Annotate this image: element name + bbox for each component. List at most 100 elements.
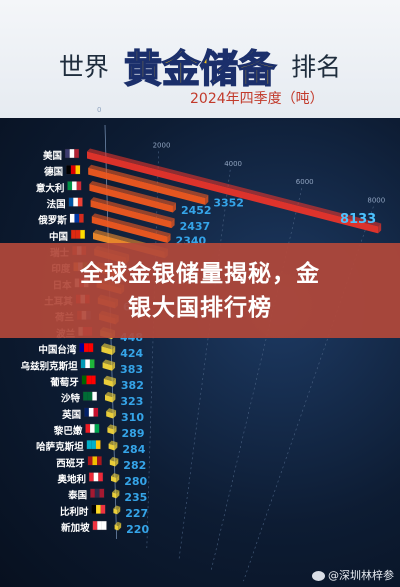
bar-top-face [108,440,118,446]
value-label: 227 [125,507,148,520]
flag-stripe [90,423,95,433]
bar-top-face [103,375,116,382]
value-label: 310 [121,411,144,424]
flag-stripe [75,165,81,175]
flag-stripe [91,375,96,385]
value-label: 383 [120,363,143,376]
chart-title: 世界 黄金储备 排名 [0,38,400,93]
bar-top-face [106,408,117,414]
x-tick-label: 4000 [224,160,242,168]
banner-headline: 全球金银储量揭秘，金 银大国排行榜 [0,257,400,325]
bar-top-face [91,213,171,237]
flag-border [92,520,107,531]
flag-stripe [66,165,71,175]
bar-end-face [116,474,120,483]
flag-stripe [92,456,98,466]
bar [111,476,117,483]
flag-border [80,359,95,369]
bar-end-face [113,410,117,419]
watermark-text: @深圳林梓参 [328,569,394,582]
flag-stripe [84,343,89,353]
flag-stripe [93,472,99,482]
x-tick-label: 6000 [296,178,314,186]
bar [91,216,168,244]
flag-stripe [90,488,95,498]
bar [103,378,113,387]
category-label: 葡萄牙 [49,376,79,388]
banner-line-2: 银大国排行榜 [128,295,272,321]
bar-top-face [102,359,116,366]
bar [102,362,113,371]
category-label: 比利时 [60,506,89,518]
flag-stripe [94,423,100,433]
flag-border [68,197,83,207]
value-label: 424 [120,347,143,360]
flag-border [87,456,103,466]
x-tick-label: 2000 [153,141,171,149]
value-label: 280 [124,475,147,488]
flag-stripe [75,229,81,239]
title-right: 排名 [291,52,342,82]
bar [107,427,114,435]
bar-top-face [112,489,120,494]
bar [114,524,119,531]
flag-stripe [94,488,100,498]
value-label: 323 [120,395,143,408]
bar-top-face [113,505,121,510]
flag-stripe [88,343,94,353]
flag-border [86,439,101,450]
bar-top-face [90,197,175,222]
title-left: 世界 [58,52,109,82]
flag-stripe [88,407,94,417]
bar-top-face [114,521,122,526]
category-label: 泰国 [67,490,87,502]
value-label: 8133 [340,212,376,227]
grid-line [178,169,231,560]
flag-stripe [92,391,97,401]
category-label: 英国 [62,409,81,421]
bar-end-face [112,346,116,356]
bar-end-face [115,458,119,467]
bar-top-face [111,473,120,478]
bar [90,200,172,229]
flag-stripe [69,213,75,223]
banner-line-1: 全球金银储量揭秘，金 [80,261,320,287]
bar [112,492,117,499]
flag-stripe [101,521,107,530]
category-label: 乌兹别克斯坦 [21,360,79,372]
grid-line [146,151,159,549]
flag-border [69,213,85,223]
flag-border [64,148,80,159]
watermark: @深圳林梓参 [312,567,394,583]
flag-stripe [98,472,103,482]
bar-end-face [112,378,116,387]
bar-end-face [167,233,171,244]
category-label: 黎巴嫩 [53,425,83,437]
flag-stripe [79,213,84,223]
flag-stripe [68,197,74,207]
flag-border [65,164,81,175]
flag-border [82,391,98,401]
flag-stripe [85,423,91,433]
flag-border [88,472,104,482]
flag-stripe [97,456,102,466]
category-label: 哈萨克斯坦 [36,441,84,453]
bar-top-face [101,343,116,350]
value-label: 220 [126,523,149,536]
flag-stripe [79,343,85,353]
value-label: 2452 [181,204,212,217]
bar-top-face [88,164,209,199]
header [0,0,400,118]
category-labels: 新加坡比利时泰国奥地利西班牙哈萨克斯坦黎巴嫩英国沙特葡萄牙乌兹别克斯坦中国台湾波… [21,150,91,534]
axis-tick-labels: 2000 4000 6000 8000 0 [97,106,385,205]
category-label: 中国台湾 [38,344,77,356]
flag-stripe [70,165,76,175]
bar-top-face [107,424,117,430]
category-label: 美国 [42,150,62,162]
x-tick-label: 8000 [367,197,385,205]
flag-border [91,504,106,515]
flag-stripe [100,504,106,514]
bar-top-face [87,148,382,227]
flag-stripe [86,440,92,450]
flag-stripe [72,181,77,191]
